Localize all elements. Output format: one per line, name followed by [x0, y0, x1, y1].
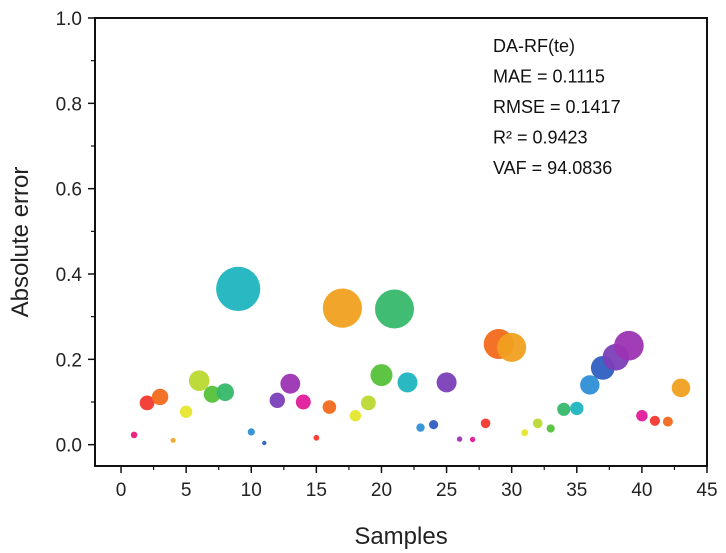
data-point-35	[570, 401, 584, 416]
data-point-18	[349, 410, 362, 422]
data-point-42	[662, 416, 673, 427]
y-tick-label: 0.0	[56, 436, 82, 457]
data-point-25	[436, 372, 457, 393]
data-point-21	[375, 289, 414, 329]
data-point-32	[532, 418, 543, 429]
x-tick-label: 20	[371, 480, 392, 501]
data-point-31	[521, 429, 529, 437]
stats-line-3: RMSE = 0.1417	[493, 97, 621, 117]
data-point-40	[636, 410, 648, 422]
data-point-8	[216, 383, 234, 402]
data-point-14	[295, 394, 311, 410]
y-tick-label: 0.8	[56, 94, 82, 115]
y-axis: 0.0 0.2 0.4 0.6 0.8 1.0	[56, 9, 95, 457]
data-point-1	[130, 431, 138, 439]
y-axis-title: Absolute error	[7, 167, 34, 318]
data-point-3	[151, 388, 169, 406]
data-point-20	[370, 364, 393, 387]
x-tick-label: 10	[241, 480, 262, 501]
data-point-43	[671, 378, 691, 398]
data-point-7	[203, 385, 221, 403]
data-point-2	[139, 395, 155, 411]
data-point-19	[361, 395, 376, 411]
plot-frame	[94, 17, 708, 467]
data-point-33	[546, 424, 555, 433]
data-point-4	[170, 437, 176, 443]
x-tick-label: 25	[436, 480, 457, 501]
x-tick-label: 5	[181, 480, 192, 501]
data-point-6	[188, 370, 210, 392]
data-point-17	[322, 288, 362, 328]
y-tick-label: 0.6	[56, 180, 82, 201]
data-point-5	[179, 405, 193, 418]
x-tick-label: 35	[566, 480, 587, 501]
data-point-12	[269, 392, 285, 408]
stats-line-2: MAE = 0.1115	[493, 67, 605, 87]
stats-line-1: DA-RF(te)	[493, 36, 575, 56]
data-point-15	[313, 434, 320, 441]
x-tick-label: 45	[696, 480, 717, 501]
data-point-16	[322, 400, 337, 414]
data-point-11	[262, 440, 267, 446]
data-point-27	[469, 436, 476, 443]
stats-annotation: DA-RF(te) MAE = 0.1115 RMSE = 0.1417 R² = 0…	[493, 36, 621, 178]
data-point-34	[557, 402, 571, 416]
data-point-13	[280, 373, 301, 394]
stats-line-5: VAF = 94.0836	[493, 158, 612, 178]
bubble-layer	[130, 266, 691, 446]
data-point-30	[497, 332, 527, 362]
data-point-9	[216, 266, 261, 311]
data-point-41	[649, 415, 661, 426]
x-tick-label: 40	[631, 480, 652, 501]
y-tick-label: 1.0	[56, 9, 82, 30]
x-tick-label: 15	[306, 480, 327, 501]
x-axis: 0 5 10 15 20 25 30 35 40 45	[116, 466, 718, 501]
y-tick-label: 0.4	[56, 265, 83, 286]
data-point-39	[614, 330, 644, 361]
stats-line-4: R² = 0.9423	[493, 128, 588, 148]
data-point-28	[480, 418, 491, 429]
x-tick-label: 0	[116, 480, 127, 501]
x-tick-label: 30	[501, 480, 522, 501]
y-tick-label: 0.2	[56, 350, 82, 371]
data-point-36	[580, 375, 600, 395]
data-point-23	[416, 423, 425, 432]
data-point-24	[429, 420, 439, 430]
data-point-26	[456, 436, 463, 442]
x-axis-title: Samples	[354, 523, 447, 550]
data-point-10	[247, 428, 255, 436]
data-point-22	[397, 372, 418, 393]
